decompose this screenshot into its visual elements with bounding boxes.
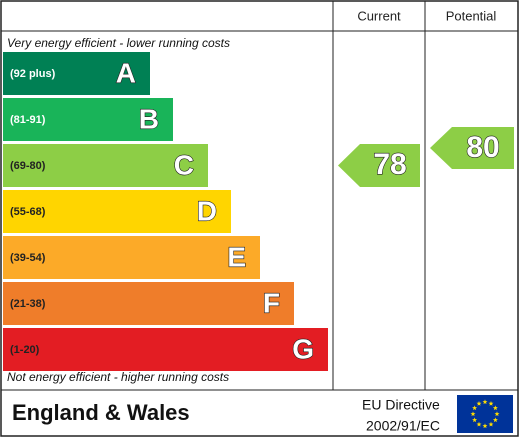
eu-stars [470, 399, 500, 429]
eu-star [470, 411, 476, 417]
eu-star [492, 405, 498, 411]
band-range: (69-80) [10, 160, 46, 172]
bands: (92 plus) A (81-91) B (69-80) C (55-68) D (39-54… [3, 52, 328, 371]
band-bar [3, 328, 328, 371]
directive-line2: 2002/91/EC [366, 418, 440, 434]
band-bar [3, 190, 231, 233]
region: England & Wales [12, 400, 190, 425]
band-letter: G [292, 333, 314, 364]
band-letter: B [139, 103, 159, 134]
band-range: (92 plus) [10, 68, 56, 80]
band-letter: C [174, 149, 194, 180]
band-bar [3, 236, 260, 279]
eu-star [476, 421, 482, 427]
bottom-note: Not energy efficient - higher running co… [7, 370, 229, 384]
band-range: (39-54) [10, 252, 46, 264]
eu-star [488, 401, 494, 406]
band-letter: F [263, 287, 280, 318]
eu-star [482, 423, 488, 429]
band-range: (1-20) [10, 344, 40, 356]
band-letter: D [197, 195, 217, 226]
eu-star [492, 417, 498, 423]
potential-score: 80 [466, 131, 499, 164]
directive-line1: EU Directive [362, 397, 440, 413]
eu-star [488, 421, 494, 427]
band-letter: A [116, 57, 136, 88]
band-letter: E [227, 241, 246, 272]
eu-star [476, 401, 482, 406]
potential-header: Potential [446, 8, 497, 23]
band-range: (81-91) [10, 114, 46, 126]
band-bar [3, 98, 173, 141]
potential-arrow [430, 127, 514, 169]
current-score: 78 [373, 148, 406, 181]
band-bar [3, 144, 208, 187]
current-header: Current [357, 8, 401, 23]
current-arrow [338, 144, 420, 187]
top-note: Very energy efficient - lower running co… [7, 36, 230, 50]
eu-star [472, 417, 478, 423]
eu-star [494, 411, 500, 417]
eu-star [482, 399, 488, 405]
band-bar [3, 52, 150, 95]
band-range: (55-68) [10, 206, 46, 218]
band-range: (21-38) [10, 298, 46, 310]
eu-star [472, 405, 478, 411]
band-bar [3, 282, 294, 325]
